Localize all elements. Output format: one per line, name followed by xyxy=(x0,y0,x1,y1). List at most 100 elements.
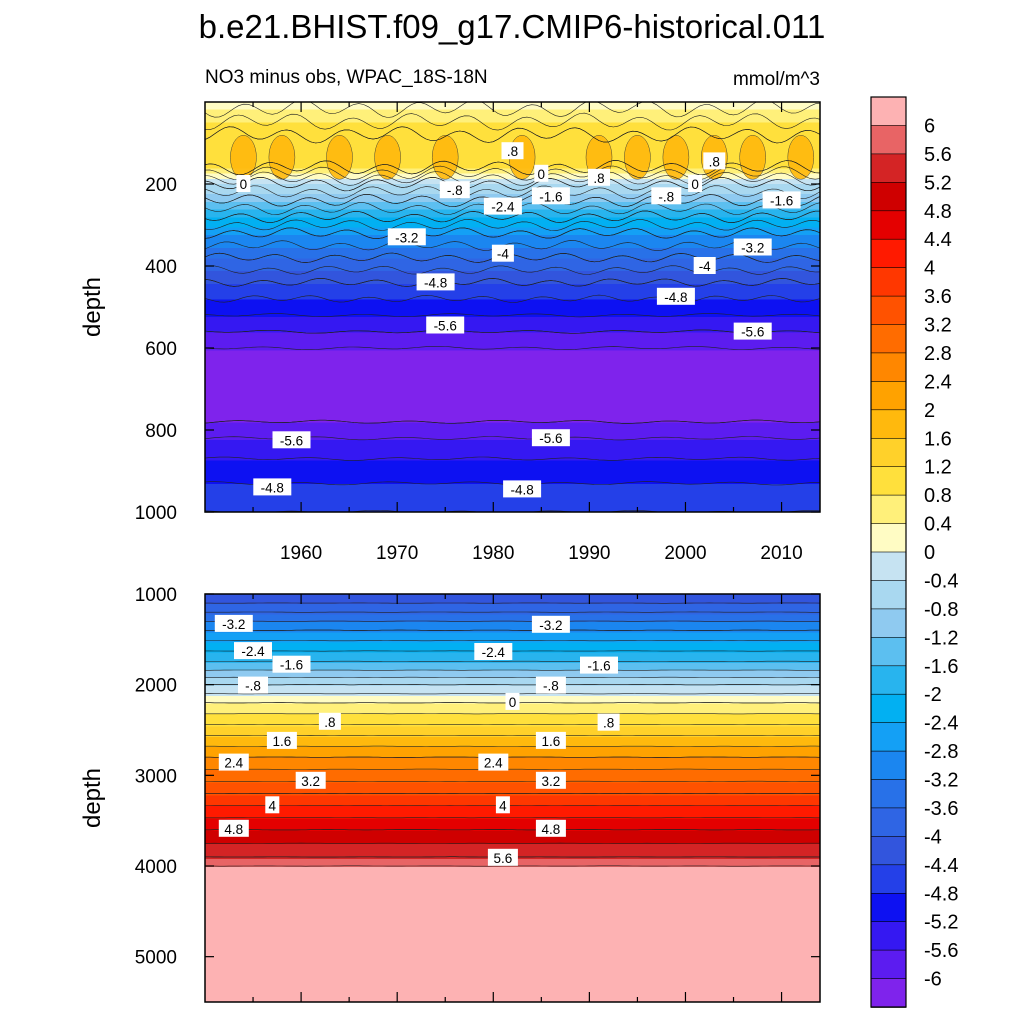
colorbar-label: -2 xyxy=(924,684,942,706)
contour-label: -5.6 xyxy=(733,322,772,340)
contour-label: -2.4 xyxy=(234,642,272,660)
contour-label-text: 0 xyxy=(691,177,699,192)
colorbar-label: 4 xyxy=(924,258,935,280)
contour-label-text: .8 xyxy=(603,716,614,731)
warm-anomaly-blob xyxy=(787,135,815,180)
contour-label-text: 2.4 xyxy=(224,756,243,771)
contour-label: .8 xyxy=(588,168,610,186)
contour-label: -1.6 xyxy=(272,655,311,673)
colorbar-swatch xyxy=(870,210,907,241)
colorbar-label: -3.2 xyxy=(924,770,958,792)
colorbar-label: 0.8 xyxy=(924,485,952,507)
contour-label: -.8 xyxy=(535,676,566,694)
colorbar-swatch xyxy=(870,551,907,582)
colorbar-label: 1.2 xyxy=(924,457,952,479)
warm-anomaly-blob xyxy=(326,135,353,180)
contour-label-text: 3.2 xyxy=(542,774,561,789)
colorbar-label: -4.4 xyxy=(924,855,958,877)
contour-label-text: -5.6 xyxy=(280,433,303,448)
bottom-plot-frame xyxy=(204,593,821,1003)
contour-label: -3.2 xyxy=(733,238,772,256)
contour-label-text: 4.8 xyxy=(224,822,243,837)
colorbar-label: -2.4 xyxy=(924,713,958,735)
contour-label-text: 4 xyxy=(269,798,277,813)
contour-line xyxy=(205,176,820,192)
colorbar-label: -4.8 xyxy=(924,883,958,905)
contour-line xyxy=(205,277,820,287)
x-tick-label: 1960 xyxy=(280,543,322,564)
contour-label-text: 1.6 xyxy=(273,734,292,749)
contour-label-text: .8 xyxy=(324,715,335,730)
contour-label: 3.2 xyxy=(295,771,326,789)
colorbar-label: 3.6 xyxy=(924,286,952,308)
colorbar-label: 2.8 xyxy=(924,343,952,365)
y-tick-label: 1000 xyxy=(135,503,177,524)
contour-label: 0 xyxy=(236,175,251,192)
colorbar-swatch xyxy=(870,523,907,553)
contour-line xyxy=(205,313,820,318)
bottom-panel: -3.2 -3.2 -2.4 -2.4 -1.6 -1.6 -.8 -.8 0 .8 .8 1.6 1.… xyxy=(79,585,821,1003)
contour-label: -.8 xyxy=(439,181,470,199)
contour-line xyxy=(205,265,820,275)
contour-label: -4 xyxy=(491,244,514,262)
contour-label-text: 1.6 xyxy=(542,734,561,749)
bottom-plot-field xyxy=(205,594,820,1002)
contour-label-text: -5.6 xyxy=(539,431,562,446)
contour-label: .8 xyxy=(318,712,341,730)
colorbar-label: -0.8 xyxy=(924,599,958,621)
colorbar-label: 4.4 xyxy=(924,229,952,251)
contour-line xyxy=(205,227,820,239)
contour-label-text: -3.2 xyxy=(395,230,418,245)
colorbar-swatch xyxy=(870,921,907,951)
contour-label: 4.8 xyxy=(218,819,249,837)
contour-label-text: -2.4 xyxy=(491,200,515,215)
contour-line xyxy=(205,456,820,461)
colorbar-frame xyxy=(870,96,907,1008)
contour-label: -3.2 xyxy=(387,228,426,246)
contour-label-text: 2.4 xyxy=(484,756,503,771)
y-tick-label: 600 xyxy=(145,339,177,360)
colorbar-label: 5.2 xyxy=(924,172,952,194)
contour-line xyxy=(205,102,820,118)
contour-label-text: -4.8 xyxy=(510,482,533,497)
colorbar-label: -1.2 xyxy=(924,627,958,649)
warm-anomaly-blob xyxy=(431,135,459,180)
contour-line xyxy=(205,329,820,334)
contour-label-text: 3.2 xyxy=(301,774,320,789)
contour-label-text: -.8 xyxy=(245,679,261,694)
x-tick-label: 1990 xyxy=(568,543,610,564)
contour-label: 0 xyxy=(688,175,703,192)
warm-anomaly-blob xyxy=(374,135,401,180)
contour-label: 0 xyxy=(534,164,549,182)
colorbar-label: -5.6 xyxy=(924,940,958,962)
contour-label-text: -2.4 xyxy=(482,645,506,660)
bottom-y-axis-label: depth xyxy=(79,768,106,828)
contour-line xyxy=(205,210,820,223)
contour-label: -4.8 xyxy=(656,287,695,305)
contour-label-text: 4 xyxy=(499,798,507,813)
contour-label-text: 0 xyxy=(240,177,248,192)
contour-label: -.8 xyxy=(238,676,268,694)
contour-label-text: -1.6 xyxy=(539,189,562,204)
colorbar-label: 6 xyxy=(924,115,935,137)
contour-label: -4 xyxy=(693,257,716,274)
colorbar-label: 3.2 xyxy=(924,315,952,337)
x-tick-label: 1980 xyxy=(472,543,514,564)
colorbar: 6 5.6 5.2 4.8 4.4 4 3.6 3.2 2.8 2.4 2 1.6 1.2 0.8 0.4 0… xyxy=(870,96,958,1008)
colorbar-swatch xyxy=(870,636,907,667)
top-subtitle: NO3 minus obs, WPAC_18S-18N xyxy=(205,67,488,88)
contour-label: -4.8 xyxy=(253,478,292,496)
x-tick-label: 2010 xyxy=(760,543,802,564)
contour-label-text: -1.6 xyxy=(280,658,303,673)
contour-label: .8 xyxy=(597,713,620,731)
top-y-axis-label: depth xyxy=(79,277,106,337)
contour-label-text: -4.8 xyxy=(424,275,447,290)
contour-label: -1.6 xyxy=(531,187,570,205)
colorbar-swatch xyxy=(870,892,907,923)
y-tick-label: 3000 xyxy=(135,766,177,787)
units-label: mmol/m^3 xyxy=(733,69,820,90)
y-tick-label: 800 xyxy=(145,421,177,442)
colorbar-swatch xyxy=(870,267,907,297)
colorbar-swatch xyxy=(870,238,907,269)
